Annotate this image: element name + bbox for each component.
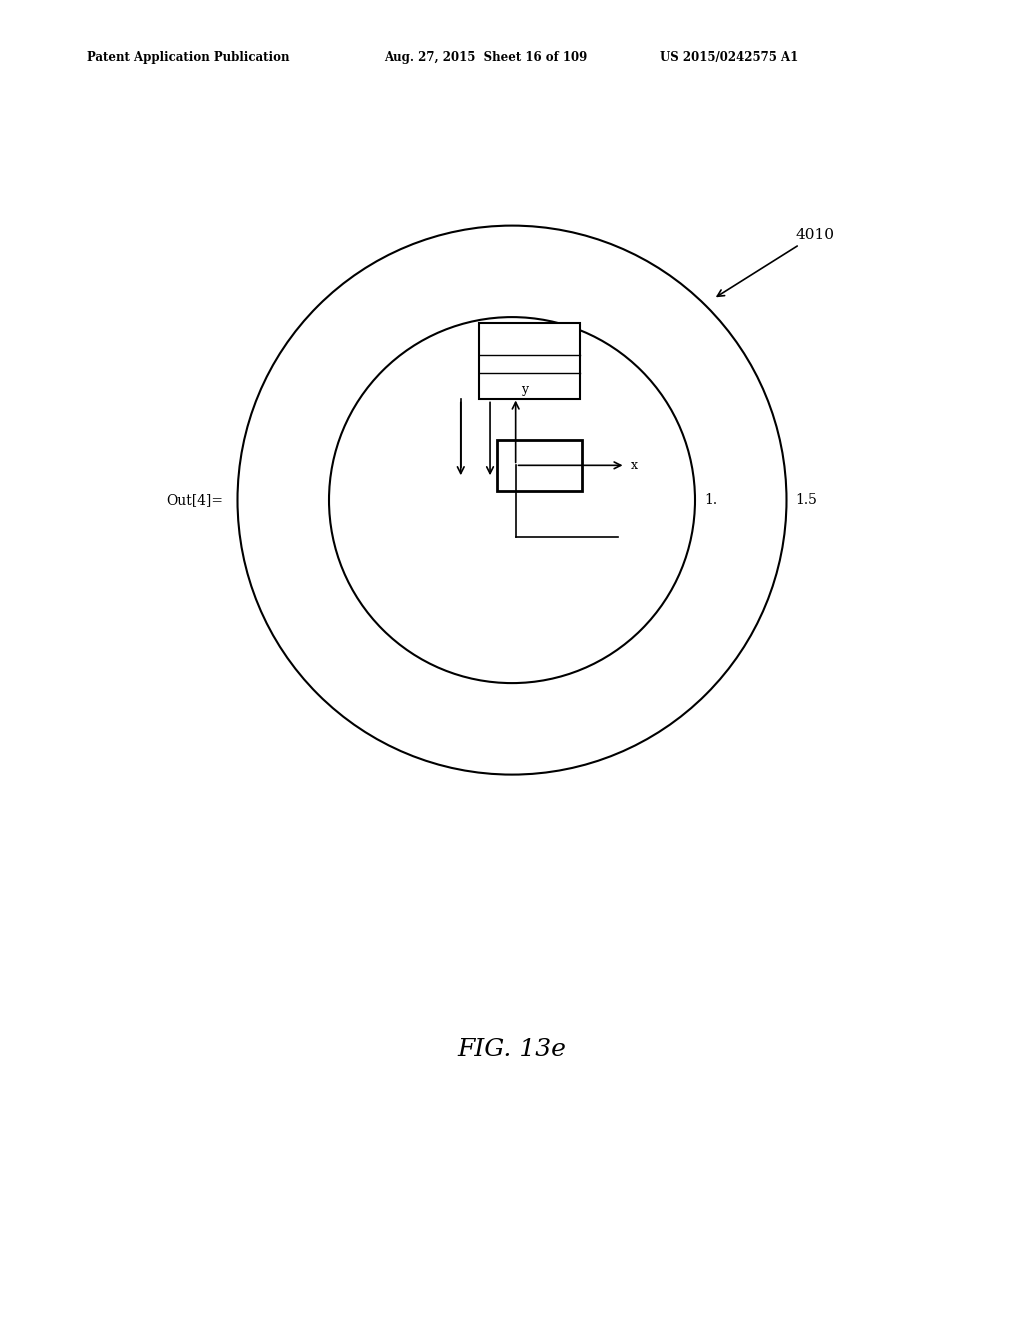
- Text: 4010: 4010: [717, 228, 835, 296]
- Text: 1.5: 1.5: [796, 494, 817, 507]
- Text: y: y: [521, 383, 528, 396]
- Text: FIG. 13e: FIG. 13e: [458, 1038, 566, 1061]
- Text: Patent Application Publication: Patent Application Publication: [87, 50, 290, 63]
- Bar: [498, 440, 582, 491]
- Text: 1.: 1.: [705, 494, 717, 507]
- Text: US 2015/0242575 A1: US 2015/0242575 A1: [660, 50, 799, 63]
- Text: Aug. 27, 2015  Sheet 16 of 109: Aug. 27, 2015 Sheet 16 of 109: [384, 50, 587, 63]
- Bar: [479, 322, 580, 400]
- Text: Out[4]=: Out[4]=: [166, 494, 223, 507]
- Text: x: x: [631, 459, 638, 471]
